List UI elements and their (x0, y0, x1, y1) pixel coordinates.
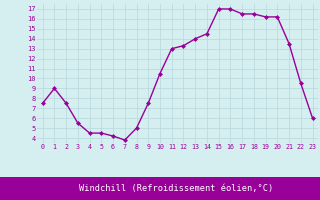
Text: Windchill (Refroidissement éolien,°C): Windchill (Refroidissement éolien,°C) (79, 184, 273, 193)
